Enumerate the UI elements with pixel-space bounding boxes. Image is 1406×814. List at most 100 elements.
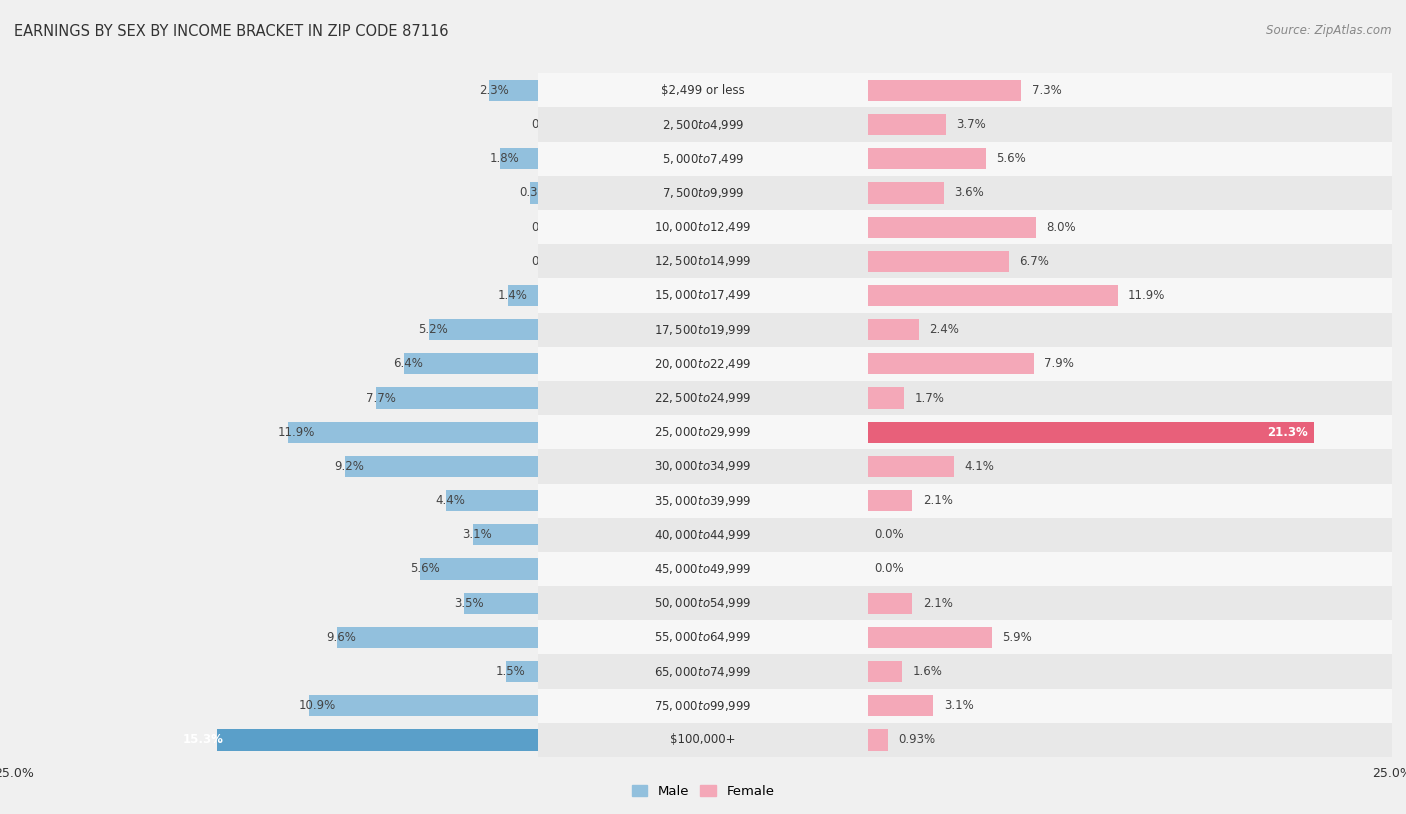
Bar [869,353,1033,374]
Bar [869,182,943,204]
Text: $17,500 to $19,999: $17,500 to $19,999 [654,322,752,337]
Bar [537,278,1062,313]
Bar [869,210,1392,244]
Bar [537,654,1062,689]
Bar [869,107,1392,142]
Bar [537,723,869,757]
Text: $65,000 to $74,999: $65,000 to $74,999 [654,664,752,679]
Bar [537,415,1062,449]
Bar [537,313,1062,347]
Bar [530,182,537,204]
Legend: Male, Female: Male, Female [626,780,780,803]
Bar [309,695,537,716]
Bar [537,73,869,107]
Text: 0.0%: 0.0% [531,221,561,234]
Bar [501,148,537,169]
Bar [869,661,901,682]
Bar [869,244,1392,278]
Bar [537,210,869,244]
Bar [506,661,537,682]
Bar [869,313,1392,347]
Bar [869,729,887,751]
Bar [869,723,1392,757]
Text: 10.9%: 10.9% [299,699,336,712]
Bar [869,695,934,716]
Bar [537,415,869,449]
Text: 2.4%: 2.4% [929,323,959,336]
Bar [869,319,918,340]
Bar [537,654,869,689]
Text: 11.9%: 11.9% [278,426,315,439]
Bar [537,449,869,484]
Text: $35,000 to $39,999: $35,000 to $39,999 [654,493,752,508]
Bar [869,422,1315,443]
Text: 4.1%: 4.1% [965,460,994,473]
Text: 0.0%: 0.0% [531,118,561,131]
Text: $40,000 to $44,999: $40,000 to $44,999 [654,527,752,542]
Text: 21.3%: 21.3% [1267,426,1308,439]
Text: 5.6%: 5.6% [995,152,1026,165]
Bar [446,490,537,511]
Bar [537,244,869,278]
Bar [869,148,986,169]
Bar [869,251,1008,272]
Bar [869,552,1392,586]
Bar [869,484,1392,518]
Text: $10,000 to $12,499: $10,000 to $12,499 [654,220,752,234]
Bar [537,620,869,654]
Text: 7.3%: 7.3% [1032,84,1062,97]
Bar [537,142,869,176]
Bar [537,381,869,415]
Bar [869,73,1392,107]
Bar [869,627,991,648]
Bar [537,484,869,518]
Text: $75,000 to $99,999: $75,000 to $99,999 [654,698,752,713]
Bar [537,244,1062,278]
Text: 5.2%: 5.2% [418,323,449,336]
Text: EARNINGS BY SEX BY INCOME BRACKET IN ZIP CODE 87116: EARNINGS BY SEX BY INCOME BRACKET IN ZIP… [14,24,449,39]
Text: 0.0%: 0.0% [531,255,561,268]
Text: 5.9%: 5.9% [1002,631,1032,644]
Bar [472,524,537,545]
Text: 1.6%: 1.6% [912,665,942,678]
Bar [537,586,1062,620]
Text: 0.0%: 0.0% [875,528,904,541]
Bar [537,313,869,347]
Text: $45,000 to $49,999: $45,000 to $49,999 [654,562,752,576]
Bar [869,278,1392,313]
Bar [537,347,1062,381]
Text: $25,000 to $29,999: $25,000 to $29,999 [654,425,752,440]
Bar [217,729,537,751]
Text: 6.4%: 6.4% [394,357,423,370]
Text: 3.7%: 3.7% [956,118,986,131]
Bar [869,285,1118,306]
Bar [537,449,1062,484]
Bar [537,689,869,723]
Text: $5,000 to $7,499: $5,000 to $7,499 [662,151,744,166]
Text: $22,500 to $24,999: $22,500 to $24,999 [654,391,752,405]
Text: 9.6%: 9.6% [326,631,356,644]
Text: $15,000 to $17,499: $15,000 to $17,499 [654,288,752,303]
Bar [869,415,1392,449]
Text: 1.7%: 1.7% [914,392,945,405]
Bar [537,278,869,313]
Text: 3.1%: 3.1% [463,528,492,541]
Bar [537,347,869,381]
Text: 1.4%: 1.4% [498,289,527,302]
Text: $2,500 to $4,999: $2,500 to $4,999 [662,117,744,132]
Text: 6.7%: 6.7% [1019,255,1049,268]
Bar [537,107,1062,142]
Bar [537,518,1062,552]
Text: 9.2%: 9.2% [335,460,364,473]
Bar [344,456,537,477]
Text: $2,499 or less: $2,499 or less [661,84,745,97]
Bar [869,689,1392,723]
Text: 7.7%: 7.7% [366,392,396,405]
Text: 15.3%: 15.3% [183,733,224,746]
Text: $50,000 to $54,999: $50,000 to $54,999 [654,596,752,610]
Bar [869,620,1392,654]
Text: 4.4%: 4.4% [434,494,465,507]
Bar [537,73,1062,107]
Bar [537,142,1062,176]
Bar [537,552,1062,586]
